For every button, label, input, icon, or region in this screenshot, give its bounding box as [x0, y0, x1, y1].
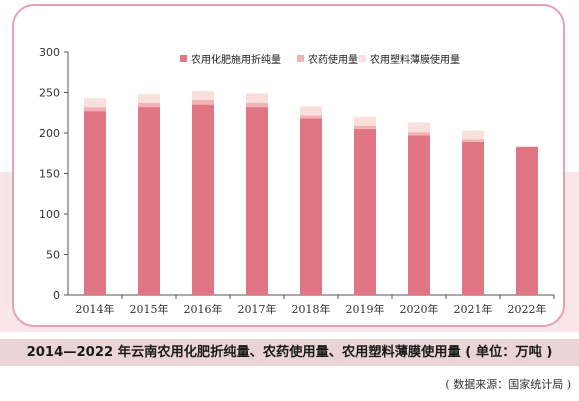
x-tick-label: 2020年 — [400, 302, 439, 316]
bar-segment-plastic-film — [300, 106, 322, 116]
legend-label: 农药使用量 — [308, 53, 358, 66]
bar-segment-fertilizer — [408, 135, 430, 295]
y-tick-label: 200 — [39, 127, 60, 140]
y-tick-label: 250 — [39, 87, 60, 100]
bar-segment-plastic-film — [408, 122, 430, 133]
stacked-bar-chart: 0 50 100 150 200 250 300 2014年 2015年 2016年 2017年 20… — [39, 46, 555, 316]
y-tick-label: 50 — [46, 249, 60, 262]
bar-segment-plastic-film — [354, 116, 376, 126]
x-tick-label: 2019年 — [346, 302, 385, 316]
bar-segment-fertilizer — [138, 107, 160, 295]
legend-swatch — [297, 55, 304, 62]
legend-label: 农用塑料薄膜使用量 — [370, 53, 460, 66]
bar-segment-pesticide — [138, 103, 160, 108]
bar-segment-plastic-film — [84, 98, 106, 108]
x-tick-label: 2017年 — [238, 302, 277, 316]
bar-segment-pesticide — [354, 125, 376, 129]
bar-segment-fertilizer — [192, 104, 214, 296]
y-tick-label: 0 — [53, 289, 60, 302]
x-tick-label: 2021年 — [454, 302, 493, 316]
bar-segment-pesticide — [246, 103, 268, 108]
bar-segment-plastic-film — [246, 93, 268, 104]
y-tick-label: 100 — [39, 208, 60, 221]
data-source: ( 数据来源：国家统计局 ) — [445, 378, 571, 391]
bar-segment-pesticide — [300, 115, 322, 119]
x-tick-label: 2016年 — [184, 302, 223, 316]
bar-segment-pesticide — [192, 99, 214, 105]
bar-segment-plastic-film — [138, 94, 160, 104]
y-tick-label: 300 — [39, 46, 60, 59]
x-tick-label: 2015年 — [130, 302, 169, 316]
bar-segment-plastic-film — [462, 130, 484, 140]
bar-segment-fertilizer — [462, 141, 484, 295]
bar-segment-pesticide — [84, 107, 106, 112]
legend-swatch — [180, 55, 187, 62]
bar-segment-plastic-film — [192, 90, 214, 100]
bar-segment-fertilizer — [300, 118, 322, 295]
x-tick-label: 2014年 — [76, 302, 115, 316]
bar-segment-fertilizer — [516, 146, 538, 295]
legend-swatch — [359, 55, 366, 62]
bar-segment-fertilizer — [354, 128, 376, 295]
bar-segment-pesticide — [462, 139, 484, 142]
bar-segment-pesticide — [408, 132, 430, 136]
caption-bar: 2014—2022 年云南农用化肥折纯量、农药使用量、农用塑料薄膜使用量 ( 单… — [0, 339, 579, 366]
legend-label: 农用化肥施用折纯量 — [191, 53, 281, 66]
x-tick-label: 2022年 — [508, 302, 547, 316]
bar-segment-fertilizer — [84, 111, 106, 295]
x-tick-label: 2018年 — [292, 302, 331, 316]
bar-segment-fertilizer — [246, 107, 268, 295]
y-tick-label: 150 — [39, 168, 60, 181]
chart-caption: 2014—2022 年云南农用化肥折纯量、农药使用量、农用塑料薄膜使用量 ( 单… — [26, 345, 553, 360]
